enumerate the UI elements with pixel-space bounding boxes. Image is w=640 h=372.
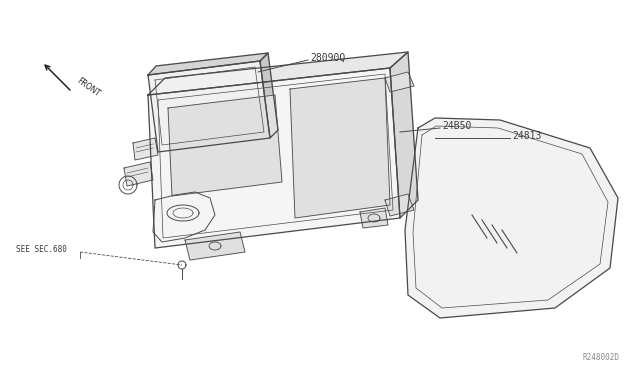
Text: SEE SEC.680: SEE SEC.680 bbox=[16, 245, 67, 254]
Polygon shape bbox=[290, 78, 390, 218]
Polygon shape bbox=[148, 68, 400, 248]
Text: 24813: 24813 bbox=[512, 131, 541, 141]
Polygon shape bbox=[385, 194, 414, 216]
Text: R248002D: R248002D bbox=[583, 353, 620, 362]
Text: FRONT: FRONT bbox=[75, 77, 102, 99]
Text: 28090Q: 28090Q bbox=[310, 53, 345, 63]
Text: 24B50: 24B50 bbox=[442, 121, 472, 131]
Polygon shape bbox=[148, 53, 268, 75]
Polygon shape bbox=[168, 95, 282, 196]
Polygon shape bbox=[390, 52, 418, 218]
Polygon shape bbox=[133, 138, 158, 160]
Polygon shape bbox=[185, 232, 245, 260]
Polygon shape bbox=[260, 53, 278, 138]
Polygon shape bbox=[405, 118, 618, 318]
Polygon shape bbox=[148, 52, 408, 95]
Polygon shape bbox=[360, 208, 388, 228]
Polygon shape bbox=[385, 72, 414, 92]
Polygon shape bbox=[148, 61, 270, 152]
Polygon shape bbox=[124, 162, 153, 186]
